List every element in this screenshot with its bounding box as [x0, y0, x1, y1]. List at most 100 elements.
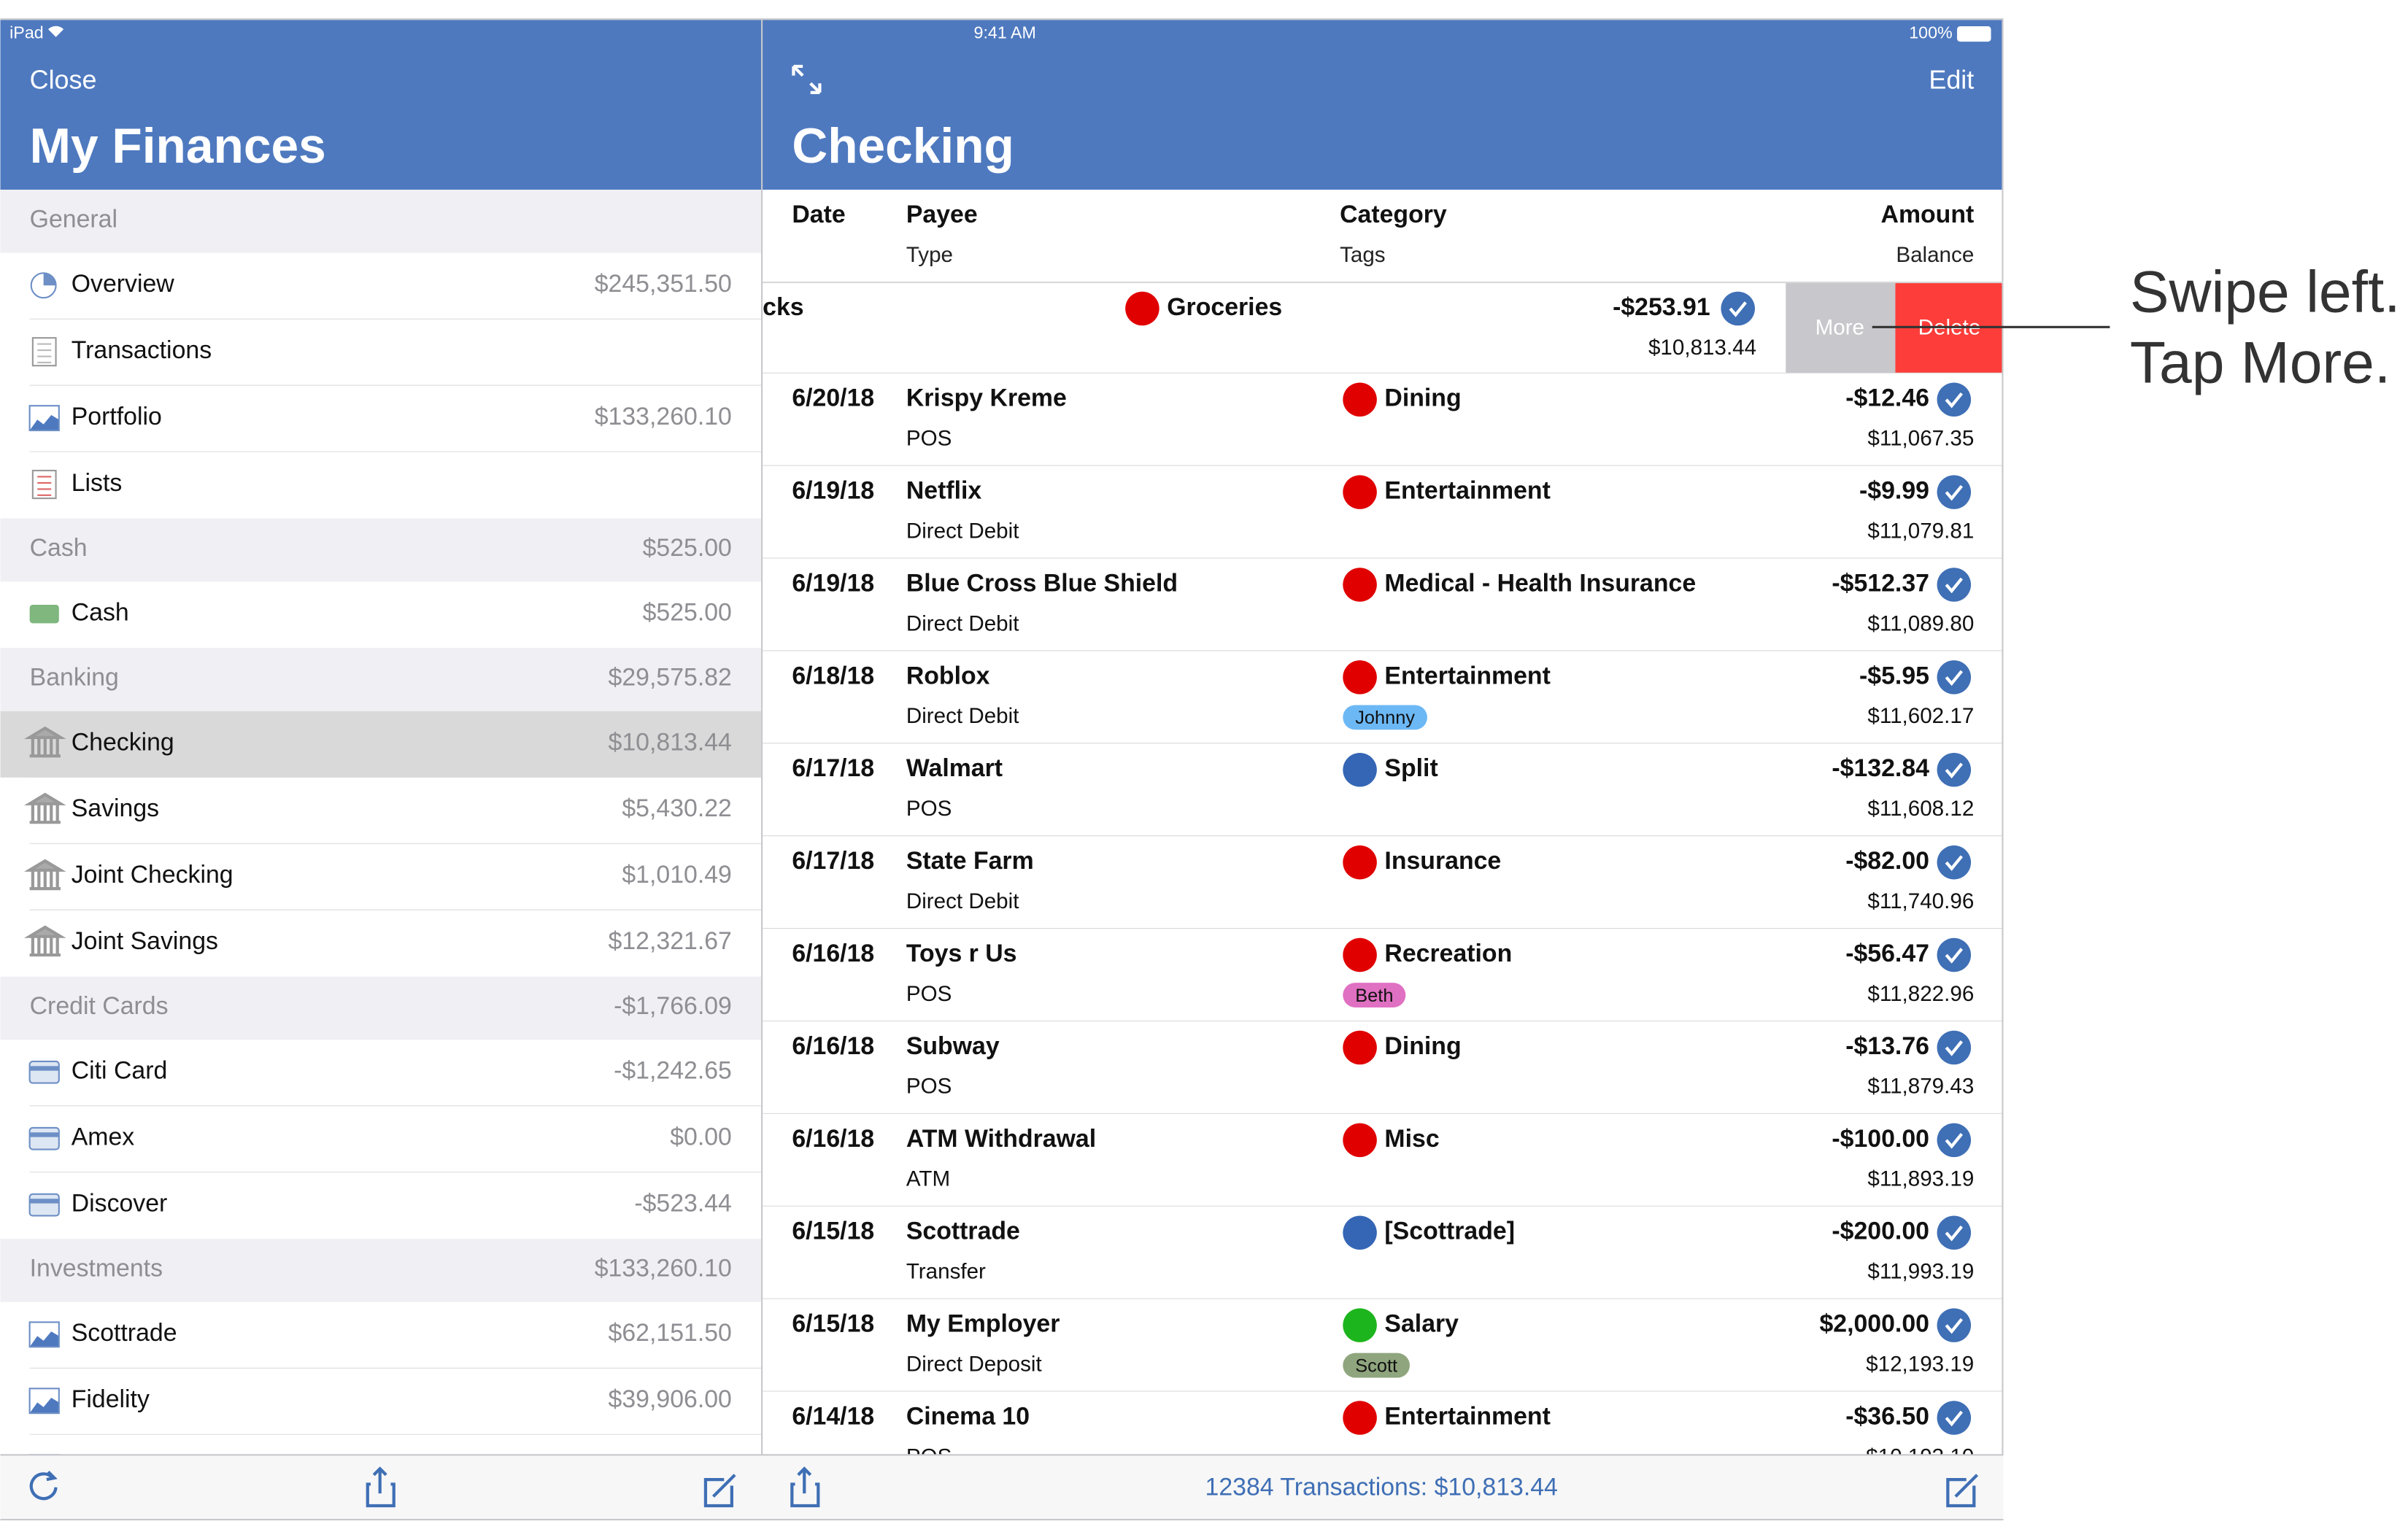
account-row[interactable] [0, 385, 762, 452]
account-amount: $39,906.00 [609, 1385, 732, 1413]
account-row[interactable] [0, 1368, 762, 1435]
account-row[interactable] [0, 452, 762, 519]
payee: My Employer [906, 1310, 1060, 1338]
sidebar-list: General Overview $245,351.50 Transactions Po… [0, 190, 762, 1501]
account-row[interactable] [0, 319, 762, 386]
edit-button[interactable]: Edit [1929, 65, 1974, 95]
account-amount: $62,151.50 [609, 1319, 732, 1347]
account-row[interactable] [0, 1172, 762, 1239]
date: 6/17/18 [792, 847, 874, 875]
account-row[interactable] [0, 711, 762, 778]
type: Direct Debit [906, 611, 1019, 635]
category: Medical - Health Insurance [1384, 569, 1696, 597]
category-dot [1343, 568, 1377, 602]
section-title: Investments [30, 1254, 163, 1282]
refresh-button[interactable] [29, 1471, 58, 1501]
col-category[interactable]: Category [1340, 201, 1447, 228]
payee: Scottrade [906, 1218, 1020, 1245]
category: Insurance [1384, 847, 1501, 875]
balance: $11,089.80 [1867, 611, 1974, 635]
account-row[interactable] [0, 252, 762, 320]
reconciled-check [1937, 753, 1972, 787]
account-row[interactable] [0, 1434, 762, 1501]
share-button[interactable] [366, 1466, 395, 1508]
section-header [0, 976, 762, 1040]
transaction-row[interactable] [763, 1021, 2004, 1114]
nav-bar [0, 18, 2004, 190]
col-balance[interactable]: Balance [1896, 243, 1974, 267]
close-button[interactable]: Close [30, 65, 97, 95]
account-name: Amex [72, 1123, 135, 1151]
reconciled-check [1945, 670, 1964, 686]
amount: -$56.47 [1845, 940, 1929, 967]
account-name: Lists [72, 469, 123, 497]
category-dot [1343, 475, 1377, 509]
transaction-row[interactable] [763, 743, 2004, 837]
type: Direct Debit [906, 519, 1019, 543]
amount: -$200.00 [1832, 1218, 1929, 1245]
balance: $11,602.17 [1867, 704, 1974, 728]
icon [23, 726, 66, 758]
reconciled-check [1729, 301, 1747, 317]
account-row[interactable] [0, 910, 762, 977]
balance: $10,813.44 [1648, 336, 1756, 360]
col-type[interactable]: Type [906, 243, 953, 267]
account-row[interactable] [0, 843, 762, 910]
col-tags[interactable]: Tags [1340, 243, 1386, 267]
category-dot [1343, 1030, 1377, 1065]
account-row[interactable] [0, 1040, 762, 1107]
account-row[interactable] [0, 1106, 762, 1173]
col-payee[interactable]: Payee [906, 201, 978, 228]
reconciled-check [1937, 660, 1972, 695]
account-amount: -$1,242.65 [614, 1057, 732, 1085]
expand-button[interactable] [792, 64, 822, 95]
icon [28, 1126, 60, 1150]
share-button[interactable] [790, 1466, 820, 1508]
transaction-row[interactable] [763, 373, 2004, 466]
amount: -$13.76 [1845, 1032, 1929, 1060]
reconciled-check [1945, 948, 1964, 964]
category-dot [1343, 1215, 1377, 1250]
reconciled-check [1945, 762, 1964, 779]
section-header [0, 1239, 762, 1302]
compose-button[interactable] [1946, 1474, 1979, 1508]
icon [28, 1193, 60, 1217]
col-date[interactable]: Date [792, 201, 845, 228]
tag-pill [1343, 705, 1427, 730]
account-name: Checking [72, 728, 174, 756]
transaction-row[interactable] [763, 1206, 2004, 1299]
column-header: Date Payee Category Amount Type Tags Bal… [763, 201, 2004, 284]
tag-pill [1343, 1353, 1410, 1378]
type: Transfer [906, 1260, 986, 1284]
amount: -$253.91 [1613, 293, 1710, 321]
toolbar [0, 1455, 2004, 1520]
icon [29, 1132, 59, 1137]
icon [28, 405, 60, 432]
transaction-row[interactable] [763, 465, 2004, 559]
account-amount: $12,321.67 [609, 927, 732, 955]
section-header [0, 648, 762, 711]
section-title: Cash [30, 534, 88, 562]
transaction-row[interactable] [763, 1113, 2004, 1207]
balance: $11,993.19 [1867, 1260, 1974, 1284]
icon [29, 1398, 59, 1414]
payee: Blue Cross Blue Shield [906, 569, 1178, 597]
transaction-row[interactable] [763, 1391, 2004, 1485]
transaction-row[interactable] [763, 558, 2004, 651]
account-row[interactable] [0, 1301, 762, 1369]
compose-button[interactable] [703, 1474, 736, 1508]
battery-icon [1957, 26, 1991, 42]
account-name: Vanguard [72, 1452, 177, 1479]
payee: Krispy Kreme [906, 384, 1067, 412]
transaction-row[interactable] [763, 836, 2004, 929]
amount: -$132.84 [1832, 754, 1929, 782]
annotation: Swipe left. [2130, 259, 2401, 325]
icon [28, 1388, 60, 1415]
icon [23, 925, 66, 957]
col-amount[interactable]: Amount [1881, 201, 1975, 228]
account-row[interactable] [0, 581, 762, 649]
date: 6/16/18 [792, 1032, 874, 1060]
account-row[interactable] [0, 777, 762, 844]
icon [29, 605, 59, 624]
toolbar-icons [29, 1466, 1979, 1508]
